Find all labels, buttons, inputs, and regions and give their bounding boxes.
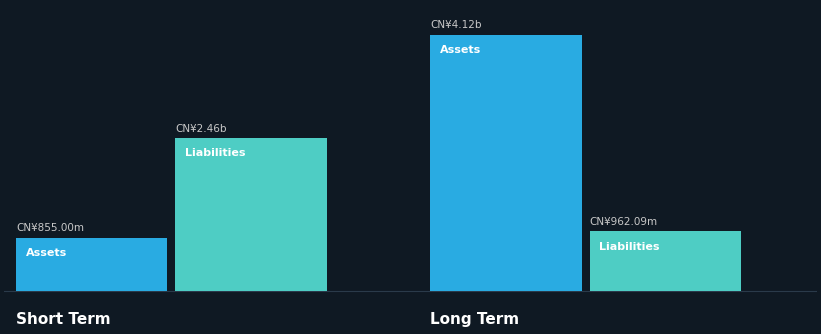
- Text: CN¥4.12b: CN¥4.12b: [430, 20, 482, 30]
- Text: CN¥2.46b: CN¥2.46b: [176, 124, 227, 134]
- Bar: [430, 35, 582, 291]
- Text: Assets: Assets: [440, 45, 481, 55]
- Bar: [589, 231, 741, 291]
- Text: Long Term: Long Term: [430, 312, 520, 327]
- Text: Short Term: Short Term: [16, 312, 111, 327]
- Bar: [176, 138, 327, 291]
- Text: Liabilities: Liabilities: [599, 241, 660, 252]
- Text: CN¥855.00m: CN¥855.00m: [16, 223, 84, 233]
- Text: Liabilities: Liabilities: [185, 148, 245, 158]
- Bar: [16, 238, 167, 291]
- Text: CN¥962.09m: CN¥962.09m: [589, 217, 658, 227]
- Text: Assets: Assets: [25, 248, 67, 258]
